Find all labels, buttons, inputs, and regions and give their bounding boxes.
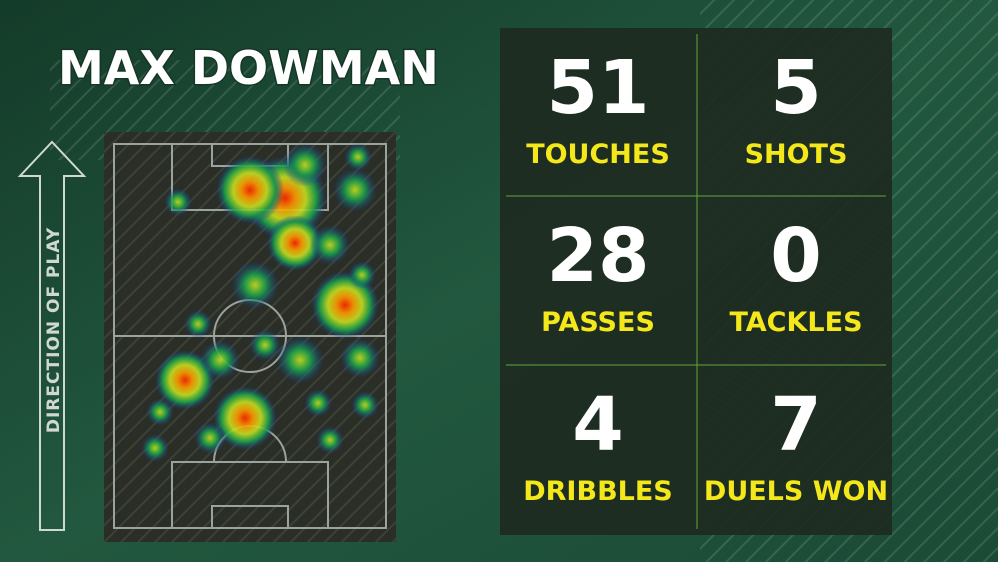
- stat-label: DRIBBLES: [523, 476, 673, 507]
- stat-label: SHOTS: [745, 139, 848, 170]
- direction-label: DIRECTION OF PLAY: [44, 227, 64, 433]
- title: MAX DOWMAN: [58, 41, 439, 95]
- stat-value: 5: [770, 45, 822, 131]
- stat-label: PASSES: [541, 307, 655, 338]
- stat-value: 4: [572, 382, 624, 468]
- stat-value: 28: [547, 213, 650, 299]
- direction-arrow: [17, 140, 87, 531]
- heatmap: [141, 143, 380, 462]
- stat-value: 0: [770, 213, 822, 299]
- stat-label: DUELS WON: [704, 476, 888, 507]
- stat-value: 7: [770, 382, 822, 468]
- stat-value: 51: [547, 45, 650, 131]
- stat-label: TOUCHES: [526, 139, 670, 170]
- stat-label: TACKLES: [729, 307, 862, 338]
- stats-panel: [500, 28, 892, 535]
